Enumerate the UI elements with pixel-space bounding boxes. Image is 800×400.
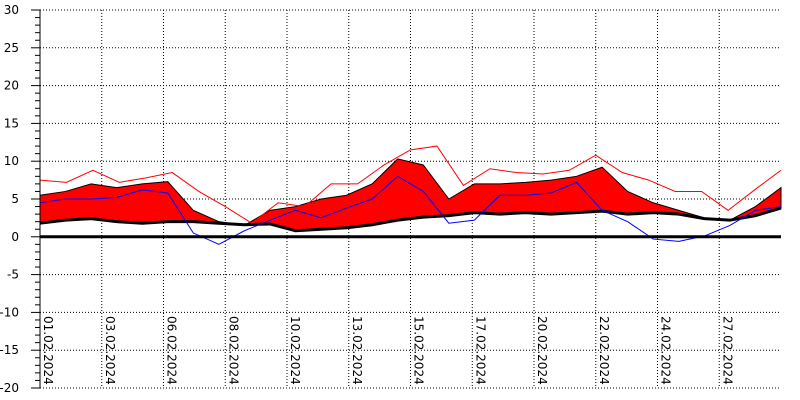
y-tick-label: -10 — [0, 305, 19, 319]
y-tick-label: 15 — [4, 116, 19, 130]
x-tick-label: 27.02.2024 — [720, 316, 734, 385]
x-tick-label: 03.02.2024 — [103, 316, 117, 385]
x-tick-label: 24.02.2024 — [659, 316, 673, 385]
y-tick-label: 0 — [11, 230, 19, 244]
y-tick-label: -5 — [7, 268, 19, 282]
x-tick-label: 06.02.2024 — [165, 316, 179, 385]
x-tick-label: 01.02.2024 — [41, 316, 55, 385]
x-tick-label: 10.02.2024 — [288, 316, 302, 385]
series-lines — [39, 145, 782, 245]
y-axis-labels: 30 25 20 15 10 5 0 -5 -10 -15 -20 — [0, 3, 19, 395]
y-tick-label: 30 — [4, 3, 19, 17]
x-tick-label: 20.02.2024 — [535, 316, 549, 385]
y-tick-label: 25 — [4, 41, 19, 55]
x-axis-labels: 01.02.2024 03.02.2024 06.02.2024 08.02.2024… — [41, 316, 734, 385]
y-tick-label: -20 — [0, 381, 19, 395]
min-line — [39, 175, 782, 245]
y-tick-label: 5 — [11, 192, 19, 206]
x-tick-label: 17.02.2024 — [473, 316, 487, 385]
max-line — [39, 145, 782, 224]
y-tick-label: 20 — [4, 79, 19, 93]
x-tick-label: 08.02.2024 — [226, 316, 240, 385]
band-lower-line — [39, 206, 782, 233]
axes — [31, 9, 781, 389]
x-tick-label: 22.02.2024 — [597, 316, 611, 385]
y-tick-label: 10 — [4, 154, 19, 168]
x-tick-label: 13.02.2024 — [350, 316, 364, 385]
y-tick-label: -15 — [0, 343, 19, 357]
x-tick-label: 15.02.2024 — [412, 316, 426, 385]
